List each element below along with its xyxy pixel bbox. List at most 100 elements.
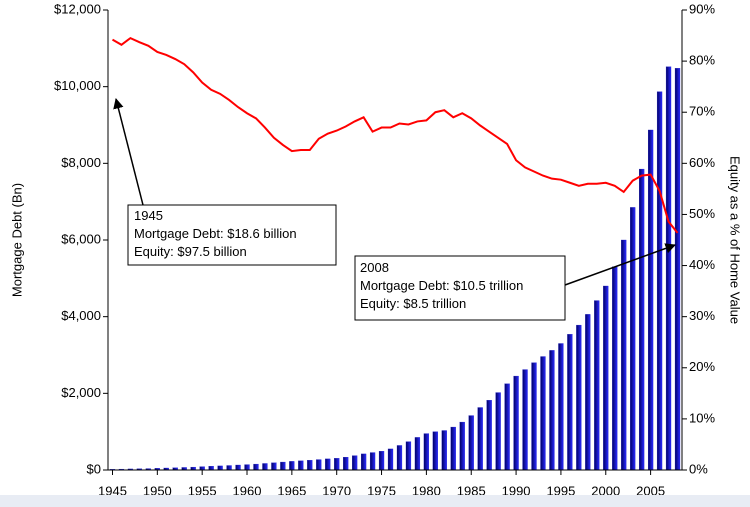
bar: [226, 465, 232, 471]
bar: [477, 407, 483, 471]
y2-axis-label: Equity as a % of Home Value: [728, 156, 743, 324]
bar: [369, 452, 376, 471]
y-tick-label: $0: [87, 461, 101, 476]
bar: [558, 343, 564, 471]
bar: [405, 441, 412, 471]
bar: [387, 448, 394, 471]
annotation-text: Equity: $97.5 billion: [134, 244, 247, 259]
bar: [441, 430, 447, 471]
bar: [253, 463, 259, 471]
bar: [325, 458, 331, 471]
bar: [468, 415, 474, 471]
footer-strip: [0, 495, 750, 507]
bar: [540, 356, 546, 471]
y2-tick-label: 40%: [689, 257, 715, 272]
bar: [298, 460, 304, 471]
bar: [585, 314, 591, 471]
bar: [594, 300, 600, 471]
x-tick-label: 1980: [412, 483, 441, 498]
y-tick-label: $12,000: [54, 1, 101, 16]
x-tick-label: 1955: [188, 483, 217, 498]
bar: [432, 431, 438, 471]
bar: [208, 466, 214, 471]
bar: [621, 239, 627, 471]
bar: [531, 362, 537, 471]
bar: [316, 459, 322, 471]
bar: [378, 451, 385, 471]
annotation-text: 1945: [134, 208, 163, 223]
bar: [262, 463, 268, 471]
bar: [414, 437, 421, 471]
y2-tick-label: 70%: [689, 104, 715, 119]
bar: [665, 66, 672, 471]
bar: [647, 129, 654, 471]
bar: [217, 465, 223, 471]
bar: [271, 462, 277, 471]
y2-tick-label: 50%: [689, 206, 715, 221]
bar: [504, 383, 510, 471]
x-tick-label: 1990: [502, 483, 531, 498]
y2-tick-label: 30%: [689, 308, 715, 323]
x-tick-label: 2000: [591, 483, 620, 498]
x-tick-label: 1995: [546, 483, 575, 498]
y-tick-label: $2,000: [61, 385, 101, 400]
y2-tick-label: 0%: [689, 461, 708, 476]
bar: [513, 375, 519, 471]
bar: [486, 400, 492, 471]
x-tick-label: 1960: [233, 483, 262, 498]
bar: [396, 445, 403, 471]
x-tick-label: 1975: [367, 483, 396, 498]
bar: [334, 458, 340, 471]
bar: [522, 369, 528, 471]
annotation-text: Mortgage Debt: $10.5 trillion: [360, 278, 523, 293]
bar: [612, 266, 618, 471]
annotation-box: [127, 204, 337, 266]
bar: [495, 392, 501, 471]
bar: [235, 464, 241, 471]
plot-area: $0 $2,000 $4,000 $6,000 $8,000 $10,000 $12,000…: [54, 1, 715, 498]
y2-tick-label: 60%: [689, 155, 715, 170]
x-tick-label: 1950: [143, 483, 172, 498]
annotation-text: Mortgage Debt: $18.6 billion: [134, 226, 297, 241]
bar: [199, 466, 205, 471]
bar: [280, 461, 286, 471]
bar: [423, 433, 430, 471]
y-tick-label: $8,000: [61, 155, 101, 170]
bar: [244, 464, 250, 471]
x-tick-label: 2005: [636, 483, 665, 498]
arrow: [564, 243, 676, 286]
annotation: 1945 Mortgage Debt: $18.6 billion Equity…: [113, 97, 337, 266]
annotation: 2008 Mortgage Debt: $10.5 trillion Equit…: [354, 243, 676, 321]
y2-tick-label: 80%: [689, 53, 715, 68]
x-tick-label: 1970: [322, 483, 351, 498]
bar: [352, 455, 358, 471]
x-tick-label: 1985: [457, 483, 486, 498]
bar: [630, 207, 636, 471]
bar: [656, 91, 663, 471]
y-axis-label: Mortgage Debt (Bn): [9, 183, 24, 297]
bar: [450, 426, 456, 471]
bar: [360, 453, 367, 471]
bar: [674, 68, 681, 471]
y2-tick-label: 10%: [689, 410, 715, 425]
bar: [289, 461, 295, 471]
bar: [549, 350, 555, 471]
bar: [307, 460, 313, 471]
y-tick-label: $10,000: [54, 78, 101, 93]
bar: [343, 457, 349, 471]
y2-tick-label: 20%: [689, 359, 715, 374]
bar: [639, 168, 645, 471]
bar: [576, 324, 582, 471]
bar: [459, 421, 465, 471]
y-tick-label: $6,000: [61, 231, 101, 246]
y-tick-label: $4,000: [61, 308, 101, 323]
annotation-text: Equity: $8.5 trillion: [360, 296, 466, 311]
annotation-box: [354, 255, 566, 321]
arrow: [113, 97, 144, 206]
x-tick-label: 1945: [98, 483, 127, 498]
x-tick-label: 1965: [277, 483, 306, 498]
annotation-text: 2008: [360, 260, 389, 275]
y2-tick-label: 90%: [689, 1, 715, 16]
bar: [603, 285, 609, 471]
